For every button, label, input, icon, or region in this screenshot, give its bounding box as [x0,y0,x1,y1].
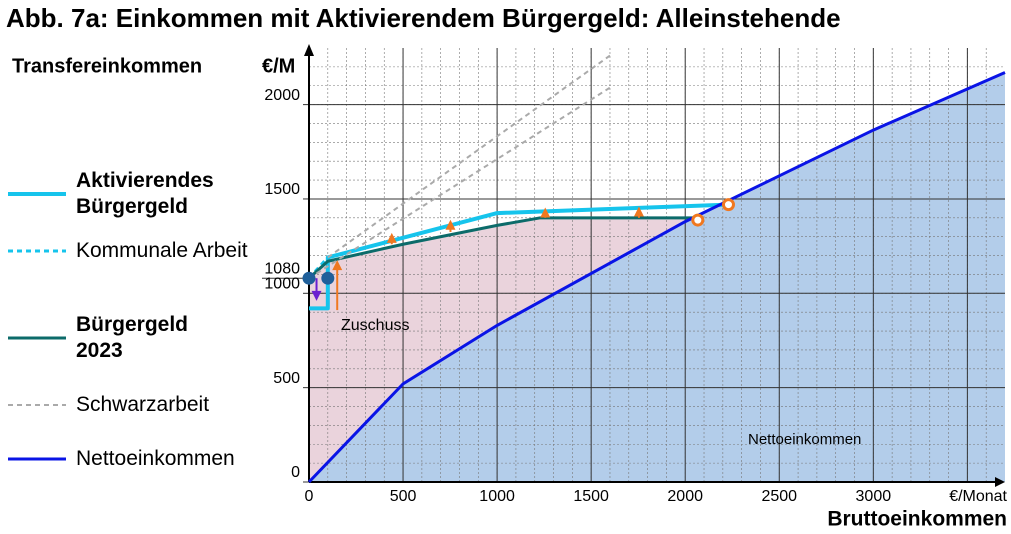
legend-label: Kommunale Arbeit [76,239,248,262]
x-axis-arrow [995,477,1005,487]
arrow-head [311,290,322,301]
legend-label: Bürgergeld 2023 [76,313,189,362]
y-axis-label: Transfereinkommen [12,55,202,77]
arrow-head [445,219,456,230]
arrow-head [540,207,551,218]
x-tick-label: 0 [305,488,314,505]
point-marker [321,271,335,285]
x-tick-label: 1000 [479,488,515,505]
legend-label: Schwarzarbeit [76,393,210,416]
arrow-head [386,232,397,243]
chart-title: Abb. 7a: Einkommen mit Aktivierendem Bür… [6,3,841,33]
annotation: Zuschuss [341,317,409,334]
y-tick-label: 2000 [264,87,300,104]
series-line [307,71,1006,484]
y-tick-label: 500 [273,370,300,387]
y-tick-label: 0 [291,464,300,481]
x-axis-unit: €/Monat [949,488,1007,505]
x-tick-label: 3000 [856,488,892,505]
series-line [307,216,699,280]
point-marker [691,213,705,227]
series-line [327,54,611,259]
arrow-head [633,206,644,217]
y-axis-arrow [304,44,314,56]
point-marker [721,198,735,212]
x-tick-label: 2500 [761,488,797,505]
arrow-head [332,260,343,271]
area-fill [309,72,1005,483]
x-axis-label: Bruttoeinkommen [827,508,1007,531]
legend-label: Aktivierendes Bürgergeld [76,169,214,218]
x-tick-label: 500 [390,488,417,505]
point-marker [302,271,316,285]
annotation: Nettoeinkommen [748,431,861,448]
legend-label: Nettoeinkommen [76,447,235,470]
x-tick-label: 1500 [573,488,609,505]
y-tick-label: 1500 [264,181,300,198]
y-tick-label: 1080 [264,260,300,277]
x-tick-label: 2000 [667,488,703,505]
y-axis-unit: €/M [262,55,295,77]
y-tick-label: 1000 [264,276,300,293]
